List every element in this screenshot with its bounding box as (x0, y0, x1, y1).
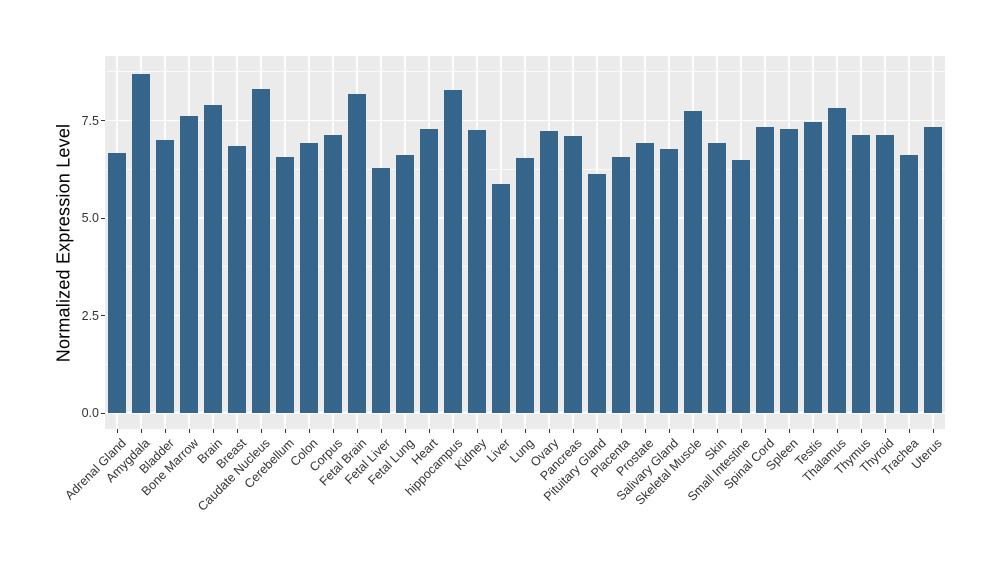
bar (708, 142, 726, 413)
bar (228, 145, 246, 413)
y-tick-label: 2.5 (81, 308, 99, 323)
y-axis-title: Normalized Expression Level (53, 123, 74, 363)
x-tick-label: Liver (483, 436, 513, 466)
bar (684, 110, 702, 413)
x-tick (212, 429, 214, 433)
x-tick (716, 429, 718, 433)
bar (252, 88, 270, 413)
bar (420, 129, 438, 413)
bar (780, 129, 798, 413)
x-tick (404, 429, 406, 433)
bar (396, 154, 414, 413)
x-tick (812, 429, 814, 433)
y-tick (101, 315, 105, 317)
x-tick (932, 429, 934, 433)
x-tick (692, 429, 694, 433)
bar (372, 168, 390, 413)
bar (900, 154, 918, 413)
y-tick-label: 0.0 (81, 406, 99, 420)
x-tick (644, 429, 646, 433)
x-tick (476, 429, 478, 433)
x-tick (236, 429, 238, 433)
bar (132, 74, 150, 413)
y-tick-label: 7.5 (81, 113, 99, 128)
x-tick (668, 429, 670, 433)
x-tick (764, 429, 766, 433)
x-tick (452, 429, 454, 433)
bar (324, 134, 342, 413)
bar (636, 142, 654, 413)
x-tick (260, 429, 262, 433)
bar (108, 152, 126, 413)
y-tick (101, 120, 105, 122)
bar (204, 104, 222, 413)
bar (468, 130, 486, 413)
bar (732, 159, 750, 413)
x-tick (284, 429, 286, 433)
y-tick-label: 5.0 (81, 211, 99, 225)
bar (924, 126, 942, 413)
bar (612, 157, 630, 413)
x-tick (500, 429, 502, 433)
x-tick (596, 429, 598, 433)
x-tick (884, 429, 886, 433)
y-tick (101, 217, 105, 219)
bar (852, 134, 870, 413)
bar (660, 148, 678, 413)
x-tick (428, 429, 430, 433)
x-tick (116, 429, 118, 433)
x-tick (188, 429, 190, 433)
bar (756, 127, 774, 413)
x-tick (620, 429, 622, 433)
x-tick (380, 429, 382, 433)
x-tick (548, 429, 550, 433)
bar (180, 115, 198, 413)
bar (804, 122, 822, 413)
x-tick (788, 429, 790, 433)
x-tick (836, 429, 838, 433)
x-tick (332, 429, 334, 433)
bar (492, 184, 510, 413)
x-tick (740, 429, 742, 433)
x-tick (908, 429, 910, 433)
bar (540, 131, 558, 413)
x-tick (572, 429, 574, 433)
bar (564, 136, 582, 413)
bar (516, 158, 534, 413)
x-tick (356, 429, 358, 433)
bar (300, 142, 318, 413)
x-tick (140, 429, 142, 433)
x-tick (524, 429, 526, 433)
plot-panel (105, 56, 945, 429)
bar (276, 157, 294, 413)
bar (876, 134, 894, 413)
x-tick (164, 429, 166, 433)
bar (156, 140, 174, 413)
bar (348, 94, 366, 413)
y-tick (101, 412, 105, 414)
bar (828, 108, 846, 413)
bar (444, 90, 462, 413)
x-tick (308, 429, 310, 433)
bar (588, 173, 606, 413)
x-tick (860, 429, 862, 433)
